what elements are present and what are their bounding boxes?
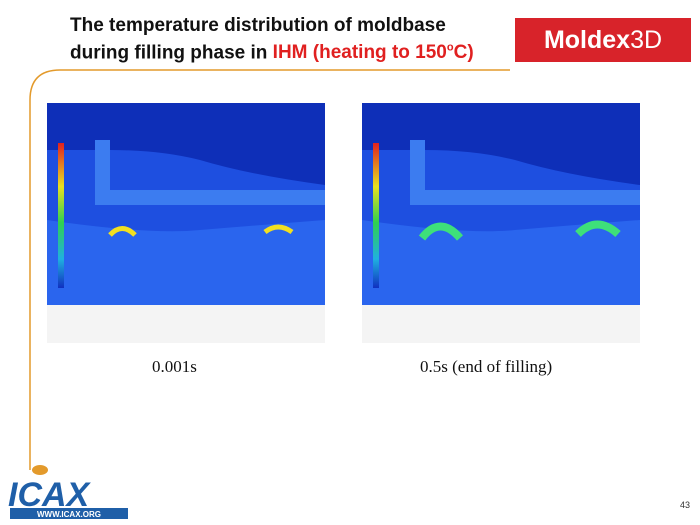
site: WWW.ICAX.ORG — [37, 510, 101, 519]
simulation-image — [47, 103, 325, 343]
org-logo: ICAX — [8, 476, 92, 514]
caption: 0.001s — [152, 357, 197, 376]
title-line: during filling phase in — [70, 42, 273, 64]
title: The temperature distribution of moldbase… — [70, 14, 474, 64]
caption: 0.5s (end of filling) — [420, 357, 553, 376]
text: 3D — [630, 26, 663, 54]
page-number: 43 — [679, 500, 690, 510]
brand-logo: Moldex3D — [515, 18, 691, 62]
title-line: The temperature distribution of moldbase — [70, 15, 446, 36]
title-highlight: IHM (heating to 150oC) — [273, 42, 474, 63]
frame-line — [29, 69, 510, 470]
icax-logo: ICAX WWW.ICAX.ORG — [8, 465, 128, 519]
simulation-image — [362, 103, 640, 343]
text: Moldex — [543, 26, 631, 54]
text: C) — [453, 42, 474, 64]
text: o — [446, 42, 454, 54]
text: IHM (heating to 150 — [272, 42, 447, 64]
